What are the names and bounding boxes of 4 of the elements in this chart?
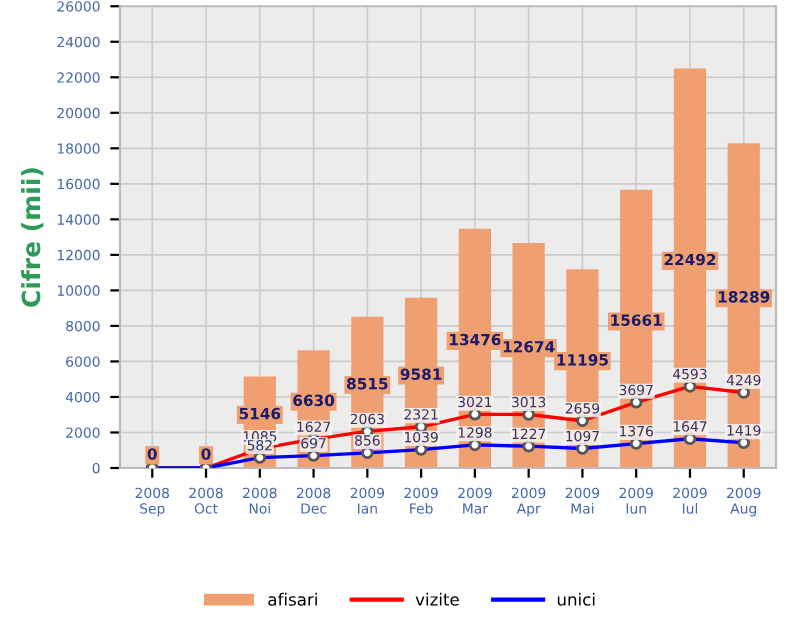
legend-label: vizite bbox=[415, 592, 459, 606]
legend-label: unici bbox=[557, 592, 595, 606]
legend-label: afisari bbox=[268, 592, 317, 606]
y-axis-title: Cifre (mii) bbox=[21, 168, 44, 307]
